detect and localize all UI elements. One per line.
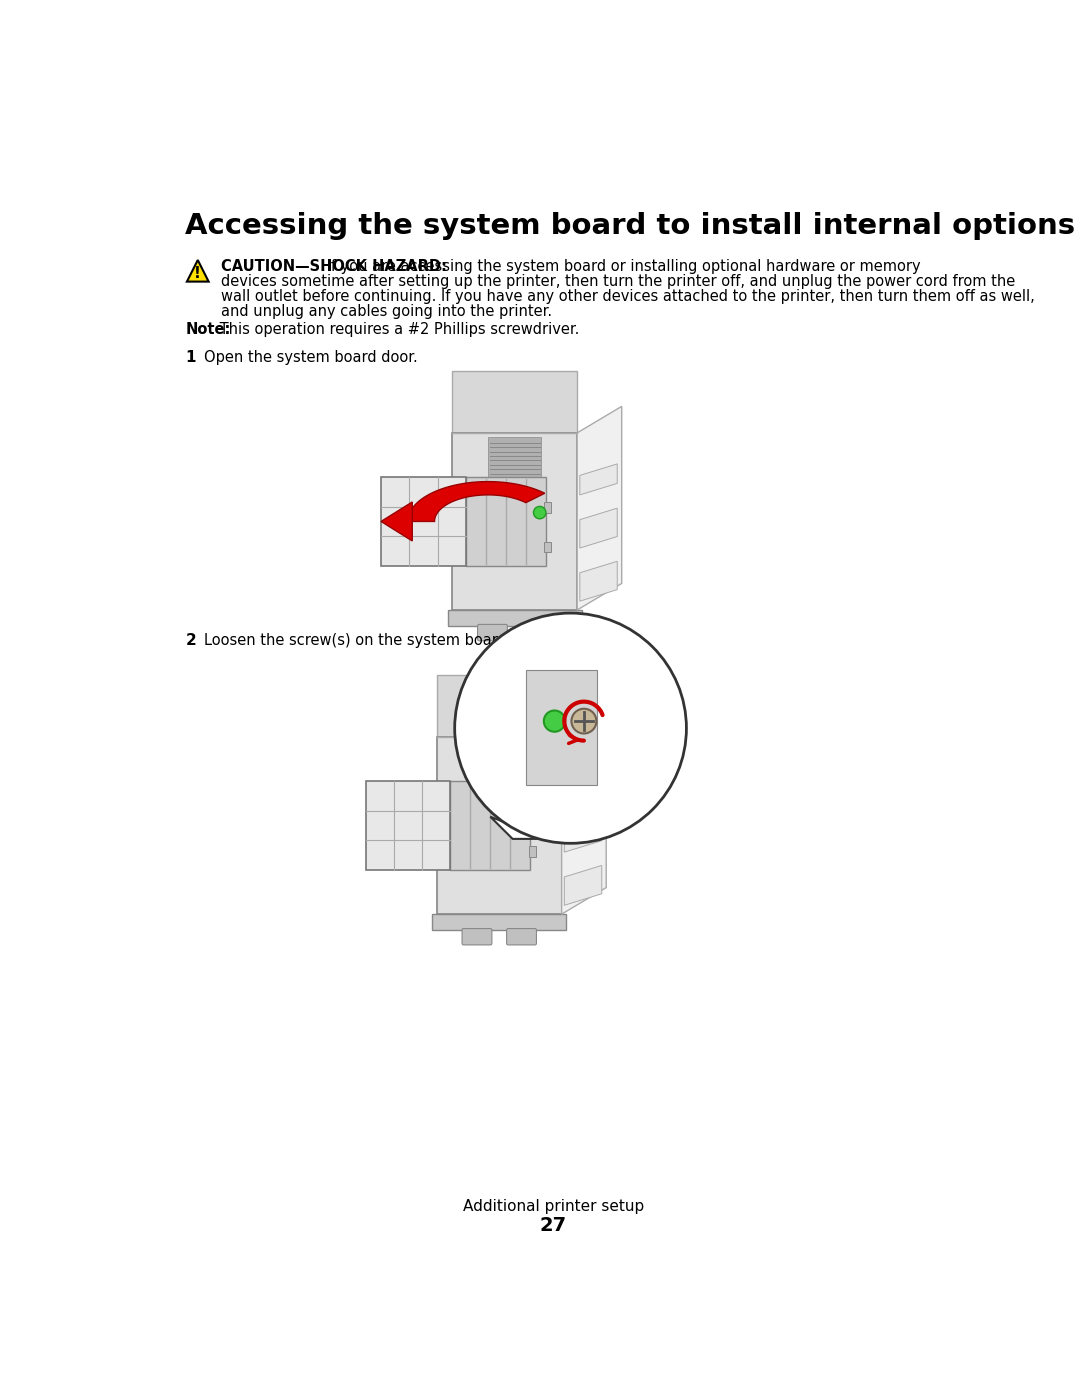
Circle shape xyxy=(534,506,546,518)
FancyBboxPatch shape xyxy=(462,929,491,944)
Text: Note:: Note: xyxy=(186,321,231,337)
Circle shape xyxy=(518,810,530,823)
Polygon shape xyxy=(565,812,602,852)
Text: If you are accessing the system board or installing optional hardware or memory: If you are accessing the system board or… xyxy=(322,258,920,274)
Polygon shape xyxy=(187,260,208,282)
Polygon shape xyxy=(453,372,577,610)
Circle shape xyxy=(455,613,687,844)
Polygon shape xyxy=(565,768,602,799)
FancyBboxPatch shape xyxy=(544,542,551,552)
Polygon shape xyxy=(490,817,548,838)
Polygon shape xyxy=(562,711,606,914)
Text: CAUTION—SHOCK HAZARD:: CAUTION—SHOCK HAZARD: xyxy=(221,258,447,274)
Polygon shape xyxy=(408,482,544,521)
Text: Loosen the screw(s) on the system board cover.: Loosen the screw(s) on the system board … xyxy=(204,633,555,648)
Circle shape xyxy=(571,708,596,733)
Polygon shape xyxy=(580,562,618,601)
Text: 27: 27 xyxy=(540,1217,567,1235)
Text: 2: 2 xyxy=(186,633,197,648)
FancyBboxPatch shape xyxy=(522,624,552,641)
FancyBboxPatch shape xyxy=(450,781,530,870)
FancyBboxPatch shape xyxy=(529,806,536,817)
FancyBboxPatch shape xyxy=(507,929,537,944)
Text: wall outlet before continuing. If you have any other devices attached to the pri: wall outlet before continuing. If you ha… xyxy=(221,289,1035,303)
Polygon shape xyxy=(473,742,526,781)
FancyBboxPatch shape xyxy=(465,478,546,566)
FancyBboxPatch shape xyxy=(437,738,562,914)
FancyBboxPatch shape xyxy=(477,624,508,641)
FancyBboxPatch shape xyxy=(453,433,577,610)
FancyBboxPatch shape xyxy=(432,914,566,930)
Polygon shape xyxy=(565,866,602,905)
Polygon shape xyxy=(580,464,618,495)
Text: 1: 1 xyxy=(186,351,195,365)
Text: This operation requires a #2 Phillips screwdriver.: This operation requires a #2 Phillips sc… xyxy=(215,321,579,337)
Text: Additional printer setup: Additional printer setup xyxy=(463,1200,644,1214)
Text: Open the system board door.: Open the system board door. xyxy=(204,351,418,365)
FancyBboxPatch shape xyxy=(526,671,597,785)
Text: and unplug any cables going into the printer.: and unplug any cables going into the pri… xyxy=(221,303,552,319)
Polygon shape xyxy=(381,502,413,541)
Polygon shape xyxy=(580,509,618,548)
Circle shape xyxy=(544,711,565,732)
Polygon shape xyxy=(381,478,465,566)
Polygon shape xyxy=(365,781,450,870)
FancyBboxPatch shape xyxy=(448,610,582,626)
Text: Accessing the system board to install internal options: Accessing the system board to install in… xyxy=(186,212,1076,240)
Polygon shape xyxy=(577,407,622,610)
Polygon shape xyxy=(488,437,541,478)
Text: devices sometime after setting up the printer, then turn the printer off, and un: devices sometime after setting up the pr… xyxy=(221,274,1015,289)
Polygon shape xyxy=(437,675,562,914)
FancyBboxPatch shape xyxy=(529,847,536,856)
Text: !: ! xyxy=(194,265,201,281)
FancyBboxPatch shape xyxy=(544,502,551,513)
